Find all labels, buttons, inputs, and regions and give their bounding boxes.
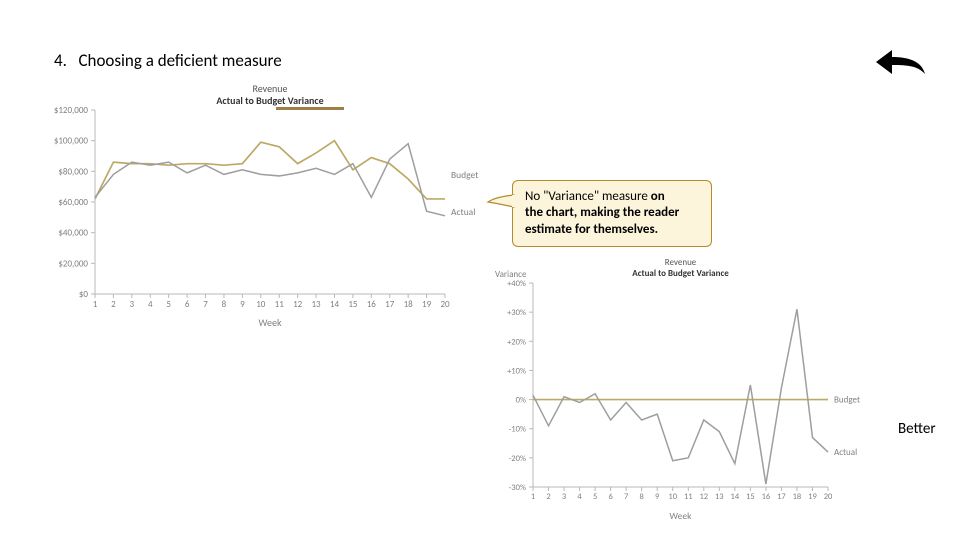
- svg-text:$120,000: $120,000: [54, 105, 89, 116]
- svg-text:2: 2: [111, 299, 116, 310]
- svg-text:$80,000: $80,000: [58, 166, 88, 177]
- svg-text:-20%: -20%: [509, 454, 526, 464]
- svg-text:9: 9: [240, 299, 245, 310]
- svg-text:Actual to Budget Variance: Actual to Budget Variance: [632, 268, 729, 279]
- svg-text:1: 1: [531, 492, 535, 502]
- svg-text:+20%: +20%: [507, 337, 526, 347]
- svg-text:13: 13: [715, 492, 724, 502]
- svg-text:8: 8: [640, 492, 644, 502]
- svg-text:5: 5: [593, 492, 597, 502]
- better-label: Better: [898, 420, 936, 438]
- svg-text:Week: Week: [670, 510, 693, 522]
- svg-text:14: 14: [731, 492, 740, 502]
- svg-text:13: 13: [311, 299, 321, 310]
- svg-text:8: 8: [222, 299, 227, 310]
- chart-variance: RevenueActual to Budget VarianceVariance…: [478, 255, 878, 525]
- svg-text:6: 6: [185, 299, 190, 310]
- svg-text:Actual: Actual: [834, 447, 857, 458]
- svg-text:19: 19: [808, 492, 817, 502]
- svg-text:14: 14: [330, 299, 340, 310]
- svg-text:+40%: +40%: [507, 279, 526, 289]
- svg-text:Revenue: Revenue: [665, 257, 697, 268]
- heading-text: Choosing a deficient measure: [78, 50, 281, 71]
- back-arrow-icon: [870, 40, 930, 80]
- svg-text:2: 2: [546, 492, 550, 502]
- callout-annotation: No "Variance" measure on the chart, maki…: [512, 180, 712, 247]
- svg-text:5: 5: [166, 299, 171, 310]
- svg-text:$20,000: $20,000: [58, 258, 88, 269]
- svg-text:3: 3: [130, 299, 135, 310]
- svg-text:-10%: -10%: [509, 425, 526, 435]
- svg-text:6: 6: [608, 492, 613, 502]
- better-label-text: Better: [898, 420, 936, 438]
- svg-text:15: 15: [746, 492, 755, 502]
- svg-text:4: 4: [577, 492, 582, 502]
- svg-text:11: 11: [275, 299, 285, 310]
- svg-text:$0: $0: [79, 289, 89, 300]
- svg-text:18: 18: [404, 299, 414, 310]
- svg-text:9: 9: [655, 492, 660, 502]
- svg-text:18: 18: [793, 492, 802, 502]
- svg-text:16: 16: [762, 492, 771, 502]
- svg-text:15: 15: [348, 299, 358, 310]
- svg-text:1: 1: [93, 299, 98, 310]
- svg-text:11: 11: [684, 492, 693, 502]
- svg-text:20: 20: [824, 492, 833, 502]
- svg-text:Budget: Budget: [834, 395, 860, 406]
- heading-number: 4.: [54, 50, 67, 71]
- title-underline: [276, 107, 344, 110]
- svg-text:$60,000: $60,000: [58, 197, 88, 208]
- svg-text:10: 10: [668, 492, 677, 502]
- svg-text:Week: Week: [258, 316, 281, 329]
- slide-heading: 4. Choosing a deficient measure: [54, 50, 282, 71]
- svg-text:+30%: +30%: [507, 308, 526, 318]
- back-arrow-button[interactable]: [870, 40, 930, 80]
- svg-text:19: 19: [422, 299, 432, 310]
- svg-text:7: 7: [624, 492, 629, 502]
- svg-text:10: 10: [256, 299, 266, 310]
- svg-text:0%: 0%: [516, 396, 526, 406]
- svg-text:-30%: -30%: [509, 483, 526, 493]
- svg-text:17: 17: [385, 299, 395, 310]
- callout-line-1: No "Variance" measure on: [525, 189, 665, 204]
- svg-text:$40,000: $40,000: [58, 228, 88, 239]
- svg-text:17: 17: [777, 492, 786, 502]
- svg-text:16: 16: [367, 299, 377, 310]
- svg-text:+10%: +10%: [507, 366, 526, 376]
- svg-text:7: 7: [203, 299, 208, 310]
- svg-text:12: 12: [293, 299, 303, 310]
- svg-text:Actual to Budget Variance: Actual to Budget Variance: [216, 94, 323, 107]
- svg-text:Actual: Actual: [451, 206, 475, 218]
- callout-text: No "Variance" measure on the chart, maki…: [525, 189, 699, 238]
- chart-revenue-actual-vs-budget: RevenueActual to Budget Variance$0$20,00…: [40, 82, 500, 332]
- callout-tail-icon: [490, 193, 514, 209]
- callout-line-2: the chart, making the reader: [525, 205, 679, 220]
- svg-text:Budget: Budget: [451, 169, 479, 181]
- svg-text:12: 12: [699, 492, 708, 502]
- callout-line-3: estimate for themselves.: [525, 222, 658, 237]
- svg-text:$100,000: $100,000: [54, 136, 89, 147]
- svg-text:4: 4: [148, 299, 153, 310]
- svg-text:20: 20: [440, 299, 450, 310]
- svg-text:3: 3: [562, 492, 566, 502]
